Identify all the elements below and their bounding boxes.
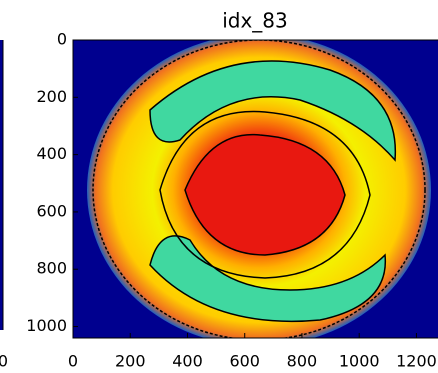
contour-region [184,133,346,256]
y-tick-label: 800 [36,259,67,278]
contour-line [159,110,371,279]
x-tick-label: 200 [115,352,146,371]
x-tick-label: 1000 [339,352,380,371]
y-tick-label: 200 [36,87,67,106]
y-tick-label: 600 [36,201,67,220]
chart-title: idx_83 [222,9,288,33]
contour-region [149,235,387,323]
y-tick-label: 1000 [26,316,67,335]
contour-line [92,40,426,338]
x-tick-label: 1200 [396,352,437,371]
previous-panel-image [0,40,3,330]
x-tick-label: 600 [229,352,260,371]
axes-frame [72,39,438,339]
x-tick-label: 800 [287,352,318,371]
y-tick-label: 400 [36,144,67,163]
image [73,40,438,338]
contour-region [149,60,397,162]
x-tick-label: 0 [68,352,78,371]
previous-panel-tick-label: 0 [0,352,8,371]
y-tick-label: 0 [57,30,67,49]
x-tick-label: 400 [172,352,203,371]
